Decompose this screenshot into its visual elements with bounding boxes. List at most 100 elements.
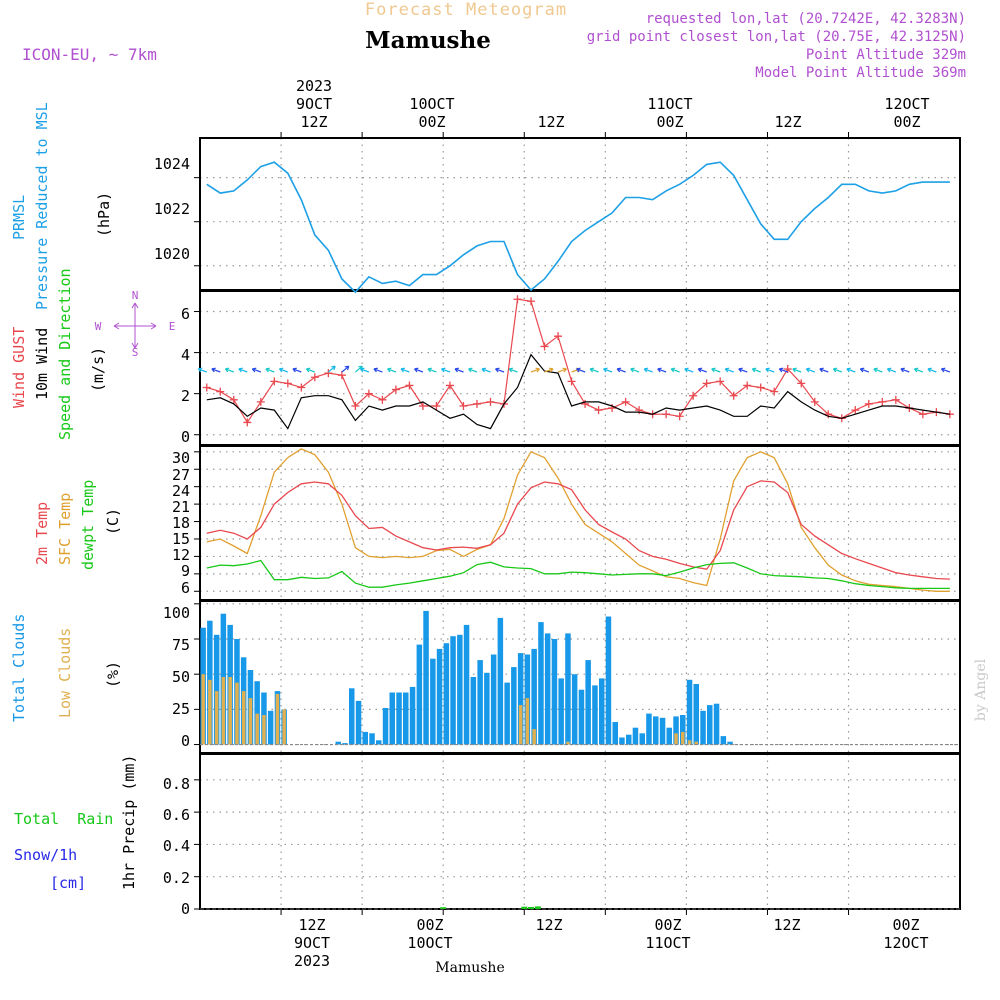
bottom-time-label: 2023 bbox=[294, 952, 330, 970]
top-time-label: 12Z bbox=[774, 113, 801, 131]
temp-tick: 30 bbox=[172, 449, 190, 467]
gust-marker bbox=[486, 397, 495, 406]
gust-marker bbox=[891, 395, 900, 404]
total-cloud-bar bbox=[673, 716, 679, 745]
wind-direction-arrow bbox=[657, 367, 667, 373]
gust-marker bbox=[743, 381, 752, 390]
wind-direction-arrow bbox=[414, 367, 424, 373]
gust-marker bbox=[675, 412, 684, 421]
gust-marker bbox=[391, 385, 400, 394]
gust-marker bbox=[540, 342, 549, 351]
precip-tick: 0.2 bbox=[163, 869, 190, 887]
gust-marker bbox=[756, 383, 765, 392]
gust-marker bbox=[270, 377, 279, 386]
gust-marker bbox=[810, 397, 819, 406]
total-cloud-bar bbox=[470, 677, 477, 745]
clouds-tick: 75 bbox=[172, 636, 190, 654]
gust-marker bbox=[256, 397, 265, 406]
wind-direction-arrow bbox=[197, 367, 208, 373]
wind-direction-arrow bbox=[819, 367, 829, 373]
precip-unit: 1hr Precip (mm) bbox=[120, 755, 138, 890]
total-cloud-bar bbox=[727, 741, 733, 745]
gust-marker bbox=[554, 332, 563, 341]
precip-tick: 0.8 bbox=[163, 775, 190, 793]
wind-direction-arrow bbox=[697, 367, 707, 373]
total-cloud-bar bbox=[707, 705, 713, 745]
total-cloud-bar bbox=[639, 733, 645, 745]
compass-s: S bbox=[132, 346, 139, 359]
total-cloud-bar bbox=[612, 722, 618, 745]
bottom-time-label: 11OCT bbox=[645, 934, 690, 952]
bottom-time-label: 00Z bbox=[654, 916, 681, 934]
gust-marker bbox=[621, 397, 630, 406]
wind-direction-arrow bbox=[341, 365, 350, 373]
gust-marker bbox=[297, 383, 306, 392]
top-time-label: 12Z bbox=[300, 113, 327, 131]
clouds-tick: 25 bbox=[172, 700, 190, 718]
clouds-tick: 50 bbox=[172, 668, 190, 686]
gust-marker bbox=[918, 410, 927, 419]
wind-direction-arrow bbox=[400, 367, 410, 373]
bottom-time-label: 00Z bbox=[416, 916, 443, 934]
total-cloud-bar bbox=[497, 617, 504, 745]
snow-label: Snow/1h bbox=[14, 846, 77, 864]
total-clouds-label: Total Clouds bbox=[10, 614, 28, 722]
temp-2m-label: 2m Temp bbox=[33, 502, 51, 565]
wind-direction-arrow bbox=[373, 367, 383, 373]
gust-marker bbox=[662, 410, 671, 419]
low-cloud-bar bbox=[235, 682, 239, 745]
wind-direction-arrow bbox=[886, 367, 897, 373]
wind-direction-arrow bbox=[711, 367, 721, 373]
gust-marker bbox=[202, 383, 211, 392]
total-cloud-bar bbox=[443, 643, 450, 745]
temp-unit: (C) bbox=[104, 508, 122, 535]
wind-direction-label: Speed and Direction bbox=[56, 268, 74, 440]
low-cloud-bar bbox=[248, 698, 253, 745]
total-cloud-bar bbox=[457, 634, 463, 745]
gust-marker bbox=[324, 369, 333, 378]
rain-bar bbox=[440, 907, 447, 909]
wind-direction-arrow bbox=[589, 367, 599, 373]
model-label: ICON-EU, ~ 7km bbox=[22, 45, 157, 64]
total-cloud-bar bbox=[213, 634, 220, 745]
requested-coords: requested lon,lat (20.7242E, 42.3283N) bbox=[646, 11, 966, 27]
low-cloud-bar bbox=[694, 741, 698, 745]
wind-ticks: 0 2 4 6 bbox=[181, 305, 190, 446]
total-cloud-bar bbox=[267, 710, 274, 745]
sfc-temp-line bbox=[206, 448, 950, 592]
total-cloud-bar bbox=[720, 736, 727, 745]
total-cloud-bar bbox=[632, 727, 639, 745]
wind-direction-arrow bbox=[940, 367, 951, 373]
wind-direction-arrow bbox=[738, 367, 748, 373]
wind-direction-arrow bbox=[265, 367, 275, 373]
total-cloud-bar bbox=[423, 610, 429, 745]
bottom-time-labels: 12Z 9OCT 2023 00Z 10OCT 12Z 00Z 11OCT 12… bbox=[294, 916, 929, 970]
wind-direction-arrow bbox=[328, 365, 336, 373]
total-cloud-bar bbox=[254, 681, 260, 745]
total-cloud-bar bbox=[430, 658, 436, 745]
wind-direction-arrow bbox=[846, 367, 856, 373]
panel-frame bbox=[199, 137, 961, 291]
low-cloud-bar bbox=[525, 698, 530, 745]
low-cloud-bar bbox=[221, 677, 226, 745]
wind-direction-arrow bbox=[238, 367, 248, 373]
gust-marker bbox=[770, 387, 779, 396]
wind-direction-arrow bbox=[630, 367, 640, 373]
bottom-time-label: 10OCT bbox=[407, 934, 452, 952]
rain-bar bbox=[534, 906, 541, 909]
wind-direction-arrow bbox=[292, 367, 302, 373]
total-cloud-bar bbox=[666, 727, 672, 745]
temp-tick: 9 bbox=[181, 562, 190, 580]
low-cloud-bar bbox=[282, 709, 286, 745]
wind-direction-arrow bbox=[603, 367, 613, 373]
total-cloud-bar bbox=[517, 653, 524, 745]
total-cloud-bar bbox=[605, 616, 612, 745]
wind-direction-arrow bbox=[751, 367, 761, 373]
precip-tick: 0.6 bbox=[163, 806, 190, 824]
wind-direction-arrow bbox=[859, 367, 870, 373]
wind-direction-arrow bbox=[359, 367, 370, 373]
total-cloud-bar bbox=[538, 622, 544, 745]
total-cloud-bar bbox=[544, 633, 551, 745]
temp-tick: 24 bbox=[172, 482, 190, 500]
pressure-tick: 1022 bbox=[154, 200, 190, 218]
